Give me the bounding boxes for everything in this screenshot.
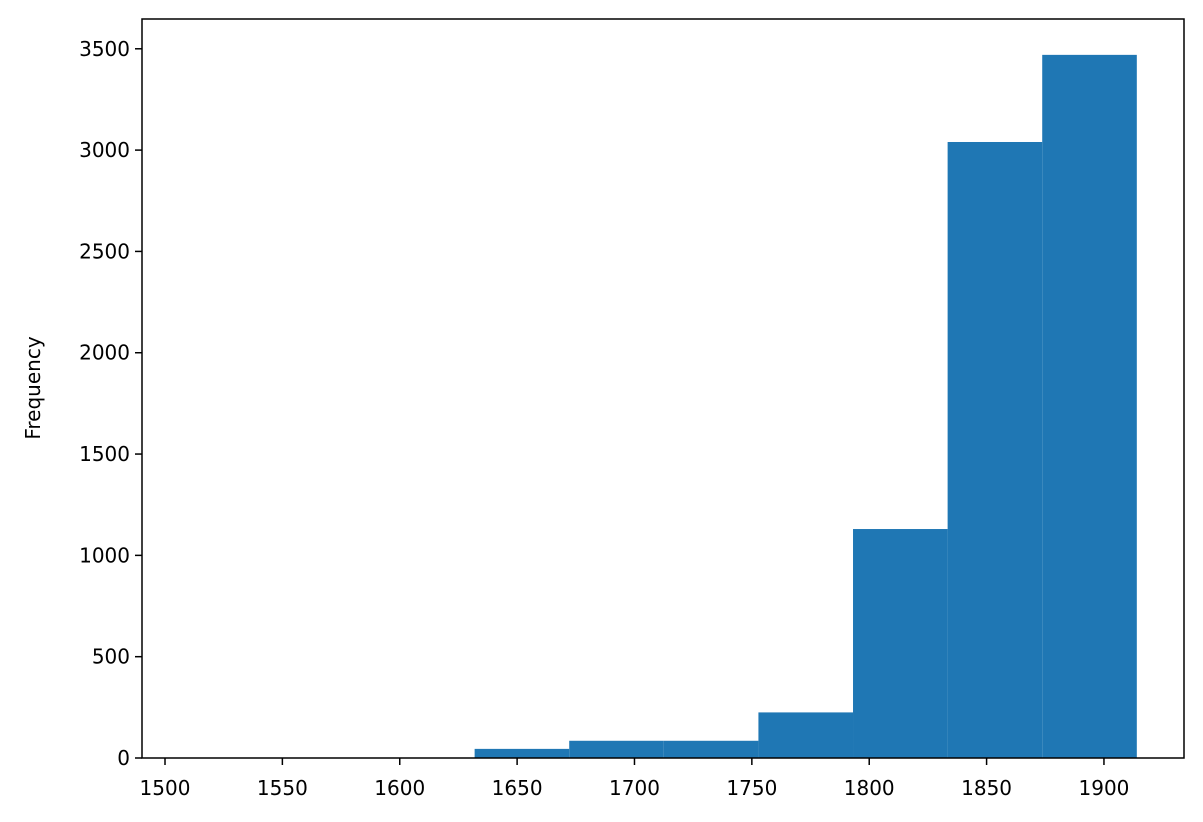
y-axis-label: Frequency bbox=[21, 336, 45, 439]
x-tick-label: 1650 bbox=[492, 776, 543, 800]
bar bbox=[663, 740, 759, 758]
x-tick-label: 1750 bbox=[726, 776, 777, 800]
bar bbox=[758, 712, 854, 758]
x-tick-label: 1800 bbox=[844, 776, 895, 800]
bar bbox=[474, 748, 570, 758]
y-tick-label: 2500 bbox=[79, 239, 130, 263]
x-tick-label: 1700 bbox=[609, 776, 660, 800]
x-tick-label: 1550 bbox=[257, 776, 308, 800]
bar bbox=[853, 529, 948, 758]
y-tick-label: 3500 bbox=[79, 37, 130, 61]
y-tick-label: 500 bbox=[92, 645, 130, 669]
y-tick-label: 3000 bbox=[79, 138, 130, 162]
y-tick-label: 0 bbox=[117, 746, 130, 770]
plot-frame bbox=[141, 18, 1185, 759]
x-tick-label: 1500 bbox=[140, 776, 191, 800]
x-tick-label: 1850 bbox=[961, 776, 1012, 800]
x-tick-label: 1900 bbox=[1079, 776, 1130, 800]
bar bbox=[569, 740, 664, 758]
x-tick-label: 1600 bbox=[374, 776, 425, 800]
y-tick-label: 1500 bbox=[79, 442, 130, 466]
y-tick-label: 1000 bbox=[79, 543, 130, 567]
bar bbox=[1042, 54, 1137, 759]
y-tick-label: 2000 bbox=[79, 341, 130, 365]
bar bbox=[947, 141, 1043, 758]
